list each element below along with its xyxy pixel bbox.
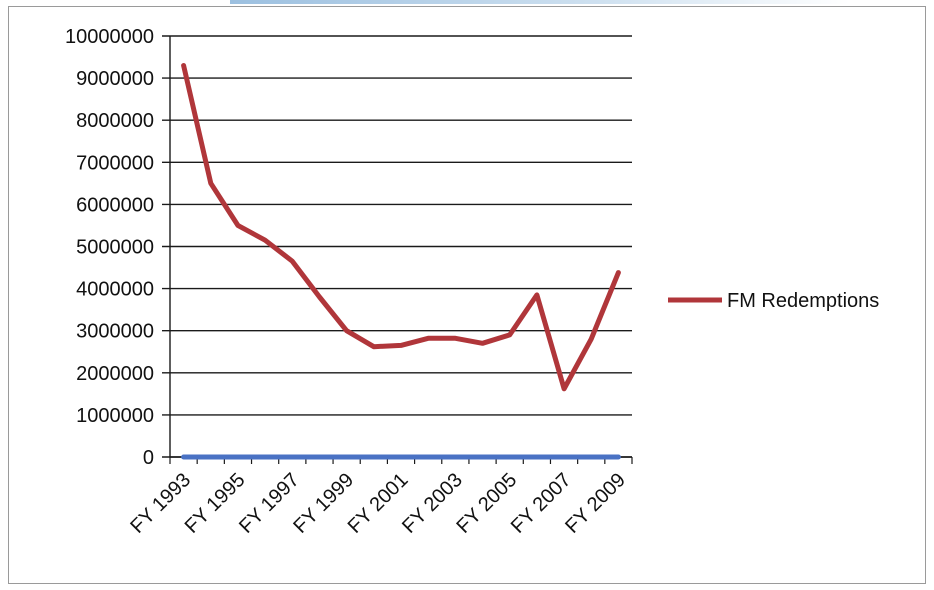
y-tick-label: 2000000 bbox=[76, 363, 154, 385]
y-tick-label: 10000000 bbox=[65, 26, 154, 48]
x-tick-label: FY 2009 bbox=[561, 469, 630, 538]
series-line-fm-redemptions bbox=[184, 66, 619, 389]
legend: FM Redemptions bbox=[668, 290, 879, 312]
legend-label-fm-redemptions: FM Redemptions bbox=[727, 290, 879, 312]
gridlines bbox=[162, 36, 632, 464]
y-tick-label: 5000000 bbox=[76, 237, 154, 259]
y-axis-tick-labels: 1000000090000008000000700000060000005000… bbox=[65, 26, 154, 469]
y-tick-label: 8000000 bbox=[76, 110, 154, 132]
y-tick-label: 4000000 bbox=[76, 279, 154, 301]
series-lines bbox=[184, 66, 619, 458]
y-tick-label: 6000000 bbox=[76, 194, 154, 216]
y-tick-label: 1000000 bbox=[76, 405, 154, 427]
y-tick-label: 7000000 bbox=[76, 152, 154, 174]
y-tick-label: 3000000 bbox=[76, 321, 154, 343]
y-tick-label: 9000000 bbox=[76, 68, 154, 90]
y-tick-label: 0 bbox=[143, 447, 154, 469]
